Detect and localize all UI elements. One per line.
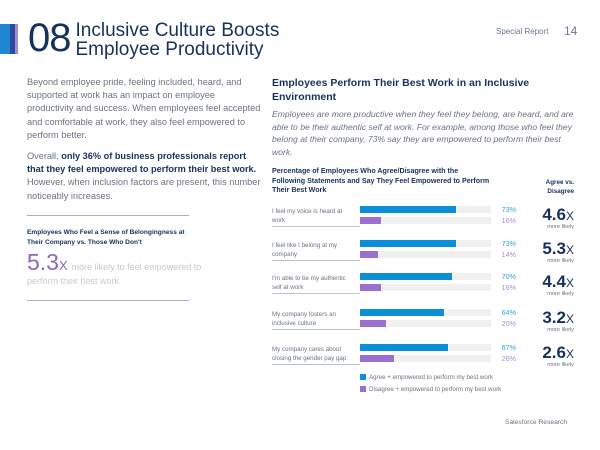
page-header: 08 Inclusive Culture Boosts Employee Prod… [28, 18, 279, 59]
title-line-1: Inclusive Culture Boosts [75, 20, 280, 41]
more-likely-label: more likely [547, 223, 574, 230]
bar-chart: I feel my voice is heard at work 73% 16% 4.… [272, 198, 574, 398]
label-underline [272, 225, 360, 227]
bar-track [360, 250, 491, 258]
disagree-value: 20% [501, 318, 516, 328]
callout: 5.3X more likely to feel empowered to per… [27, 249, 202, 289]
category-label: I feel my voice is heard at work [272, 207, 343, 224]
multiplier-number: 4.6 [542, 204, 566, 224]
chart-header-row: Percentage of Employees Who Agree/Disagr… [272, 167, 574, 196]
brand-stripe [15, 24, 18, 54]
title-line-2: Employee Productivity [75, 39, 264, 60]
multiplier-number: 5.3 [542, 238, 566, 258]
agree-bar [360, 343, 448, 351]
multiplier-value: 5.3X [530, 240, 574, 259]
callout-value: 5.3 [27, 248, 59, 275]
legend-label: Disagree + empowered to perform my best … [369, 385, 502, 393]
legend-swatch [360, 385, 366, 392]
disagree-bar [360, 250, 379, 258]
brand-stripe [0, 24, 10, 54]
text: However, when inclusion factors are pres… [27, 177, 261, 201]
agree-bar [360, 239, 456, 247]
page-title: Inclusive Culture Boosts Employee Product… [76, 18, 280, 59]
bar-track [360, 354, 491, 362]
agree-bar [360, 205, 456, 213]
multiplier-number: 3.2 [542, 307, 566, 327]
bar-track [360, 319, 491, 327]
more-likely-label: more likely [547, 257, 574, 264]
more-likely-label: more likely [547, 361, 574, 368]
multiplier-value: 4.4X [530, 273, 574, 292]
multiplier-value: 2.6X [530, 344, 574, 363]
category-label: My company cares about closing the gende… [272, 345, 347, 362]
highlight-text: only 36% of business professionals repor… [27, 151, 257, 175]
legend-item: Agree + empowered to perform my best wor… [360, 373, 493, 382]
category-label: I feel like I belong at my company [272, 241, 338, 258]
callout-text: more likely to feel empowered to perform… [27, 261, 202, 286]
intro-paragraph: Beyond employee pride, feeling included,… [27, 77, 261, 140]
category-label: I'm able to be my authentic self at work [272, 274, 346, 291]
x-suffix: X [565, 311, 574, 326]
agree-value: 64% [501, 307, 516, 317]
x-suffix: X [565, 242, 574, 257]
bar-track [360, 283, 491, 291]
disagree-bar [360, 354, 395, 362]
label-underline [272, 328, 360, 330]
more-likely-label: more likely [547, 290, 574, 297]
multiplier-value: 4.6X [530, 206, 574, 225]
disagree-bar [360, 319, 387, 327]
disagree-value: 14% [501, 249, 516, 259]
disagree-bar [360, 216, 381, 224]
x-suffix: X [565, 208, 574, 223]
label-underline [272, 363, 360, 365]
disagree-bar [360, 283, 381, 291]
left-column: Beyond employee pride, feeling included,… [27, 76, 263, 302]
chart-heading: Employees Perform Their Best Work in an … [272, 77, 530, 103]
divider [27, 214, 189, 216]
x-suffix: X [565, 346, 574, 361]
multiplier-value: 3.2X [530, 309, 574, 328]
multiplier-number: 2.6 [542, 342, 566, 362]
section-label: Special Report [496, 27, 549, 36]
agree-bar [360, 272, 452, 280]
section-number: 08 [28, 16, 71, 60]
right-column: Employees Perform Their Best Work in an … [272, 76, 574, 398]
x-suffix: X [58, 257, 68, 273]
agree-value: 70% [501, 271, 516, 281]
x-suffix: X [565, 275, 574, 290]
label-underline [272, 292, 360, 294]
label-underline [272, 259, 360, 261]
bar-track [360, 216, 491, 224]
legend-swatch [360, 373, 366, 380]
chart-intro: Employees are more productive when they … [272, 109, 574, 157]
agree-value: 73% [501, 238, 516, 248]
source-footer: Salesforce Research [505, 419, 568, 426]
legend-label: Agree + empowered to perform my best wor… [369, 373, 493, 381]
callout-title: Employees Who Feel a Sense of Belongingn… [27, 228, 185, 247]
text: Overall, [27, 151, 62, 162]
category-label: My company fosters an inclusive culture [272, 310, 336, 327]
disagree-value: 16% [501, 282, 516, 292]
disagree-value: 16% [501, 215, 516, 225]
divider [27, 300, 189, 302]
legend-item: Disagree + empowered to perform my best … [360, 385, 502, 394]
multiplier-number: 4.4 [542, 271, 566, 291]
more-likely-label: more likely [547, 326, 574, 333]
page-number: 14 [564, 24, 578, 38]
agree-value: 73% [501, 204, 516, 214]
agree-bar [360, 308, 444, 316]
chart-title: Percentage of Employees Who Agree/Disagr… [272, 167, 490, 195]
multiplier-header: Agree vs. Disagree [545, 178, 574, 195]
summary-paragraph: Overall, only 36% of business profession… [27, 150, 263, 203]
brand-stripe [10, 24, 15, 54]
agree-value: 67% [501, 342, 516, 352]
disagree-value: 26% [501, 353, 516, 363]
